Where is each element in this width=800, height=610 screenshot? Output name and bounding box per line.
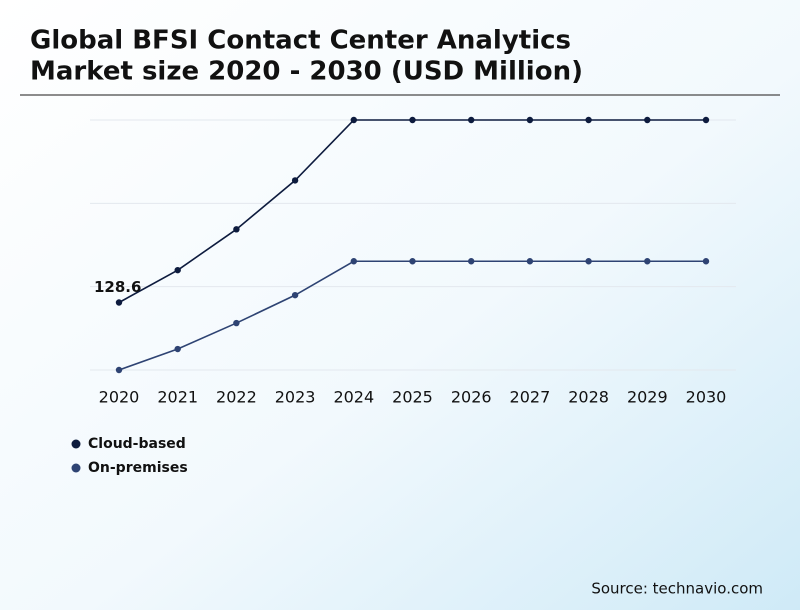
data-label: 128.6 [94,278,141,296]
data-point [585,116,592,124]
data-point [526,258,534,265]
legend-marker [71,463,81,473]
x-tick-label: 2023 [275,388,316,407]
data-point [526,116,534,124]
data-point [702,258,710,265]
x-tick-label: 2030 [686,388,727,407]
data-point [291,291,299,299]
data-point [174,345,181,353]
x-tick-label: 2025 [392,388,433,407]
x-tick-label: 2022 [216,388,257,407]
data-point [585,258,592,265]
x-tick-label: 2028 [568,388,609,407]
data-point [350,116,357,124]
x-tick-label: 2021 [157,388,198,407]
data-point [644,116,651,124]
chart-title: Market size 2020 - 2030 (USD Million) [30,57,583,87]
legend-label: Cloud-based [88,436,186,452]
data-point [115,299,123,306]
data-point [409,258,416,265]
data-point [115,366,123,374]
data-point [702,116,710,124]
data-point [291,177,299,184]
legend-label: On-premises [88,460,188,476]
x-tick-label: 2027 [510,388,551,407]
x-tick-label: 2029 [627,388,668,407]
x-tick-label: 2026 [451,388,492,407]
data-point [233,226,240,233]
x-tick-label: 2024 [333,388,374,407]
chart-title: Global BFSI Contact Center Analytics [30,26,571,56]
source: Source: technavio.com [591,580,763,598]
data-point [468,116,475,124]
data-point [409,116,416,124]
data-point [644,258,651,265]
data-point [468,258,475,265]
x-tick-label: 2020 [99,388,140,407]
data-point [174,266,181,274]
legend-marker [71,439,81,449]
data-point [350,258,357,265]
data-point [233,319,240,327]
